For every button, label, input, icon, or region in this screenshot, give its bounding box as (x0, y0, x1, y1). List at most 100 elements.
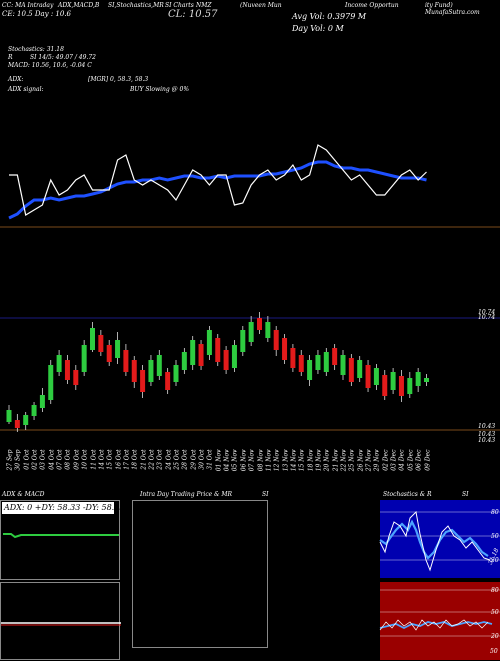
candle-body (6, 410, 12, 422)
candle-body (323, 352, 329, 372)
candle-body (39, 395, 45, 408)
candle-body (140, 370, 146, 392)
date-tick: 08 Nov (257, 449, 264, 472)
stochastics-readout: Stochastics: 31.18 (8, 46, 64, 53)
candle-body (332, 348, 338, 365)
candle-body (398, 376, 404, 396)
candle-body (223, 350, 229, 370)
date-tick: 30 Oct (198, 449, 206, 470)
candle-body (14, 420, 20, 428)
candle-body (357, 360, 363, 378)
rsi-lines (379, 589, 500, 637)
date-tick: 12 Nov (273, 449, 281, 472)
price-label-high-2: 10.74 (478, 314, 496, 321)
date-tick: 06 Nov (240, 449, 248, 472)
candle-body (106, 345, 112, 362)
candle-body (98, 335, 104, 352)
adx-values: [MGR] 0, 58.3, 58.3 (88, 76, 149, 83)
macd-lines (1, 622, 121, 626)
price-label-low-2: 10.43 (478, 431, 496, 438)
candle-body (282, 338, 288, 360)
date-tick: 28 Oct (181, 449, 189, 470)
date-tick: 09 Oct (73, 449, 81, 470)
candle-body (307, 360, 313, 380)
price-label-low-3: 10.43 (478, 437, 496, 444)
rsi-tick-50: 50 (491, 609, 499, 616)
date-tick: 26 Nov (357, 449, 365, 472)
adx-panel: ADX: 0 +DY: 58.33 -DY: 58.33 (0, 500, 124, 580)
candle-body (273, 330, 279, 350)
header-name-2: Income Opportun (345, 2, 399, 9)
price-label-low: 10.43 (478, 423, 496, 430)
date-tick: 11 Oct (90, 449, 97, 470)
stoch-d-line (379, 519, 489, 560)
date-tick: 27 Nov (365, 449, 373, 472)
date-tick: 18 Oct (131, 449, 139, 470)
candle-body (257, 318, 262, 330)
candle-body (148, 360, 154, 382)
candle-body (31, 405, 37, 416)
intraday-panel-title: Intra Day Trading Price & MR (140, 491, 233, 498)
adx-lines (3, 533, 119, 539)
date-tick: 21 Oct (140, 449, 148, 470)
date-tick: 20 Nov (323, 449, 331, 472)
date-tick: 03 Dec (390, 449, 398, 471)
date-tick: 14 Oct (98, 449, 106, 470)
date-tick: 05 Nov (231, 449, 239, 472)
candle-body (240, 330, 246, 352)
candle-body (48, 365, 54, 400)
candle-body (415, 372, 421, 386)
candle-body (290, 348, 296, 368)
header-close: CL: 10.57 (168, 9, 218, 20)
date-tick: 15 Oct (106, 449, 114, 470)
date-tick: 10 Oct (81, 449, 89, 470)
candle-body (123, 350, 129, 372)
date-tick: 29 Oct (190, 449, 198, 470)
candle-body (173, 365, 179, 382)
candle-body (265, 322, 271, 338)
price-label-high: 10.74 (478, 309, 496, 316)
candle-body (348, 358, 354, 382)
candle-body (390, 372, 396, 390)
header-symbol: NMZ (196, 2, 212, 9)
intraday-panel (132, 500, 268, 648)
date-tick: 21 Nov (332, 449, 340, 472)
candle-body (181, 352, 187, 370)
date-tick: 14 Nov (290, 449, 298, 472)
adx-plus-line (3, 533, 119, 539)
date-tick: 04 Nov (223, 449, 231, 472)
candle-body (373, 368, 379, 385)
date-tick: 23 Oct (156, 449, 164, 470)
candle-body (156, 355, 162, 376)
stoch-tick-80: 80 (491, 509, 499, 516)
date-tick: 01 Nov (215, 449, 223, 472)
rsi-tick-80: 80 (491, 587, 499, 594)
date-tick: 15 Nov (298, 449, 306, 472)
rsi-prefix: R (8, 54, 13, 61)
header-code: CC: MA Intraday (2, 2, 54, 9)
macd-panel (0, 582, 121, 660)
main-chart (0, 144, 500, 432)
candle-body (131, 360, 137, 382)
date-tick: 31 Oct (206, 449, 214, 470)
candles (6, 312, 429, 432)
candle-body (424, 378, 429, 382)
date-tick: 02 Dec (382, 449, 390, 471)
candle-body (298, 355, 304, 372)
header-avg-volume: Avg Vol: 0.3979 M (292, 12, 367, 21)
candle-body (315, 355, 321, 370)
candle-body (206, 330, 212, 355)
candle-body (64, 360, 70, 380)
date-tick: 24 Oct (165, 449, 173, 470)
date-tick: 11 Nov (265, 449, 273, 472)
stoch-panel-title-2: SI (462, 491, 469, 498)
rsi-fast-line (379, 619, 489, 631)
header-day-volume: Day Vol: 0 M (292, 24, 344, 33)
header-indicators-2: SI,Stochastics,MR (108, 2, 164, 9)
rsi-tick-20: 20 (491, 633, 499, 640)
moving-average-line (8, 160, 427, 220)
adx-signal-label: ADX signal: (8, 86, 44, 93)
rsi-readout: SI 14/5: 49.07 / 49.72 (30, 54, 96, 61)
date-tick: 04 Oct (48, 449, 56, 470)
date-tick: 09 Dec (424, 449, 431, 471)
